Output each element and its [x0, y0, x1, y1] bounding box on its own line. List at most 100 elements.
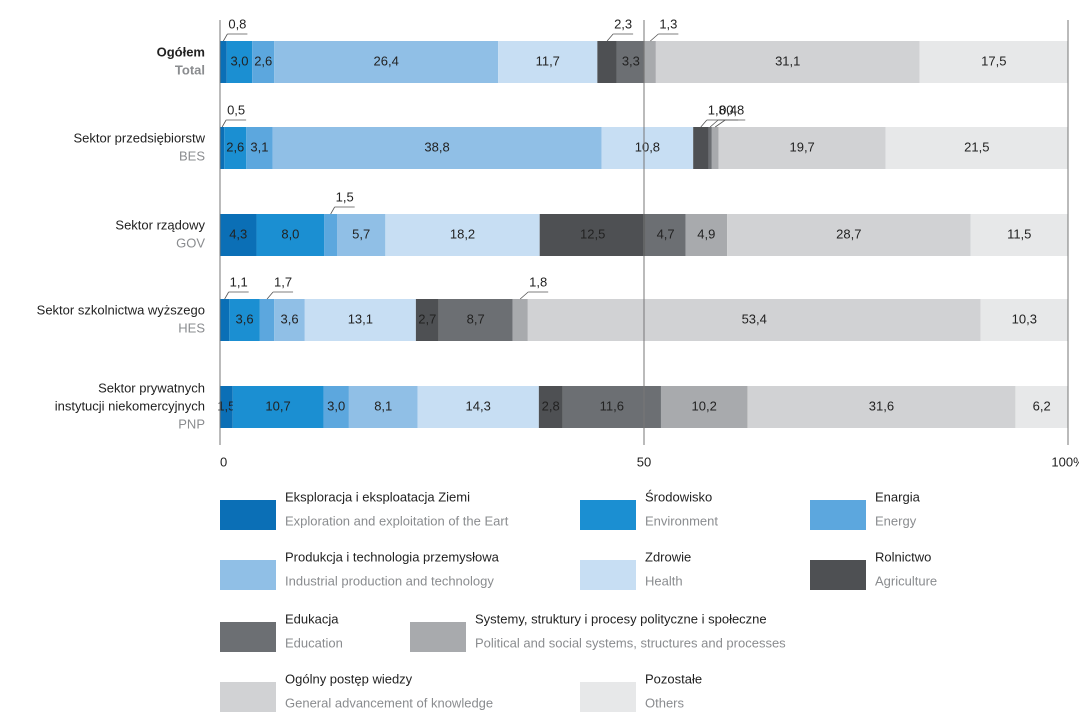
- bar-segment: [597, 41, 617, 83]
- value-label: 10,2: [692, 398, 717, 413]
- callout-line: [224, 291, 230, 300]
- category-label: Sektor przedsiębiorstw: [74, 130, 206, 145]
- bar-segment: [919, 41, 1068, 83]
- bar-segment: [417, 386, 539, 428]
- bar-segment: [304, 299, 416, 341]
- bar-segment: [220, 299, 230, 341]
- category-label: PNP: [178, 416, 205, 431]
- legend-swatch: [220, 682, 276, 712]
- bar-segment: [693, 127, 709, 169]
- value-label: 1,3: [659, 16, 677, 31]
- callout-line: [650, 33, 659, 42]
- bar-segment: [256, 214, 325, 256]
- legend-swatch: [580, 500, 636, 530]
- x-tick-label: 100%: [1051, 454, 1079, 469]
- bar-segment: [252, 41, 275, 83]
- value-label: 8,7: [467, 311, 485, 326]
- value-label: 4,3: [229, 226, 247, 241]
- callout-line: [606, 33, 614, 42]
- bar-segment: [438, 299, 513, 341]
- category-label: Sektor prywatnych: [98, 380, 205, 395]
- legend-label-en: Health: [645, 573, 683, 588]
- bar-segment: [220, 41, 227, 83]
- value-label: 31,1: [775, 53, 800, 68]
- value-label: 3,3: [622, 53, 640, 68]
- callout-line: [221, 119, 227, 128]
- category-label: instytucji niekomercyjnych: [55, 398, 205, 413]
- value-label: 21,5: [964, 139, 989, 154]
- legend-label: Pozostałe: [645, 671, 702, 686]
- bar-segment: [512, 299, 528, 341]
- bar-segment: [274, 299, 305, 341]
- legend-label: Środowisko: [645, 489, 712, 504]
- value-label: 1,8: [708, 102, 726, 117]
- legend-label-en: Education: [285, 635, 343, 650]
- value-label: 14,3: [466, 398, 491, 413]
- value-label: 1,8: [529, 274, 547, 289]
- value-label: 0,5: [227, 102, 245, 117]
- value-label: 0,8: [228, 16, 246, 31]
- value-label: 3,6: [280, 311, 298, 326]
- legend-swatch: [410, 622, 466, 652]
- bar-segment: [527, 299, 981, 341]
- value-label: 8,1: [374, 398, 392, 413]
- bar-segment: [644, 41, 656, 83]
- bar-segment: [708, 127, 712, 169]
- legend-label: Rolnictwo: [875, 549, 931, 564]
- bar-segment: [980, 299, 1068, 341]
- bar-segment: [220, 127, 225, 169]
- legend-label-en: Industrial production and technology: [285, 573, 494, 588]
- category-label: Sektor rządowy: [115, 217, 205, 232]
- callout-line: [223, 33, 228, 42]
- value-label: 10,8: [635, 139, 660, 154]
- bar-segment: [1015, 386, 1068, 428]
- value-label: 4,9: [697, 226, 715, 241]
- bar-segment: [323, 386, 349, 428]
- value-label: 11,6: [600, 398, 624, 413]
- bar-segment: [498, 41, 598, 83]
- bar-segment: [220, 386, 233, 428]
- legend-label-en: Energy: [875, 513, 917, 528]
- category-label: Sektor szkolnictwa wyższego: [37, 302, 205, 317]
- value-label: 28,7: [836, 226, 861, 241]
- category-label: GOV: [176, 235, 205, 250]
- legend-label-en: Others: [645, 695, 685, 710]
- bar-segment: [415, 299, 439, 341]
- bar-segment: [385, 214, 540, 256]
- bar-segment: [246, 127, 273, 169]
- legend-swatch: [810, 500, 866, 530]
- legend-label: Enargia: [875, 489, 921, 504]
- bar-segment: [272, 127, 602, 169]
- bar-segment: [727, 214, 971, 256]
- legend-label-en: Exploration and exploitation of the Eart: [285, 513, 509, 528]
- value-label: 2,8: [542, 398, 560, 413]
- value-label: 26,4: [374, 53, 399, 68]
- legend-label-en: Environment: [645, 513, 718, 528]
- legend-label: Edukacja: [285, 611, 339, 626]
- value-label: 13,1: [348, 311, 373, 326]
- bar-segment: [601, 127, 694, 169]
- bar-segment: [232, 386, 324, 428]
- bar-segment: [226, 41, 253, 83]
- value-label: 31,6: [869, 398, 894, 413]
- legend-swatch: [580, 682, 636, 712]
- bar-segment: [616, 41, 645, 83]
- value-label: 3,0: [327, 398, 345, 413]
- legend-label-en: Agriculture: [875, 573, 937, 588]
- legend-swatch: [220, 622, 276, 652]
- legend-label: Eksploracja i eksploatacja Ziemi: [285, 489, 470, 504]
- value-label: 6,2: [1033, 398, 1051, 413]
- value-label: 1,1: [230, 274, 248, 289]
- value-label: 3,0: [230, 53, 248, 68]
- value-label: 17,5: [981, 53, 1006, 68]
- value-label: 1,5: [217, 398, 235, 413]
- callout-line: [266, 291, 274, 300]
- category-label: Total: [175, 62, 205, 77]
- x-tick-label: 0: [220, 454, 227, 469]
- legend-swatch: [220, 560, 276, 590]
- value-label: 2,6: [254, 53, 272, 68]
- bar-segment: [229, 299, 260, 341]
- value-label: 2,3: [614, 16, 632, 31]
- bar-segment: [718, 127, 886, 169]
